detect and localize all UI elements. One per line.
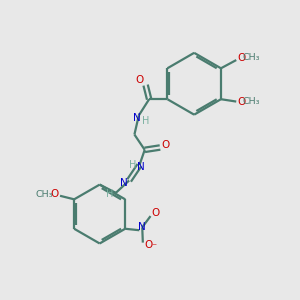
- Text: N: N: [134, 113, 141, 123]
- Text: N: N: [138, 222, 146, 232]
- Text: N: N: [120, 178, 128, 188]
- Text: O: O: [237, 97, 245, 106]
- Text: O: O: [144, 240, 152, 250]
- Text: CH₃: CH₃: [35, 190, 52, 199]
- Text: CH₃: CH₃: [243, 53, 260, 62]
- Text: O: O: [135, 75, 143, 85]
- Text: CH₃: CH₃: [243, 97, 260, 106]
- Text: O: O: [51, 189, 59, 199]
- Text: N: N: [137, 162, 145, 172]
- Text: H: H: [129, 160, 137, 170]
- Text: O: O: [237, 53, 245, 63]
- Text: H: H: [142, 116, 149, 126]
- Text: O: O: [152, 208, 160, 218]
- Text: H: H: [106, 189, 113, 199]
- Text: O: O: [162, 140, 170, 150]
- Text: ⁻: ⁻: [152, 242, 157, 252]
